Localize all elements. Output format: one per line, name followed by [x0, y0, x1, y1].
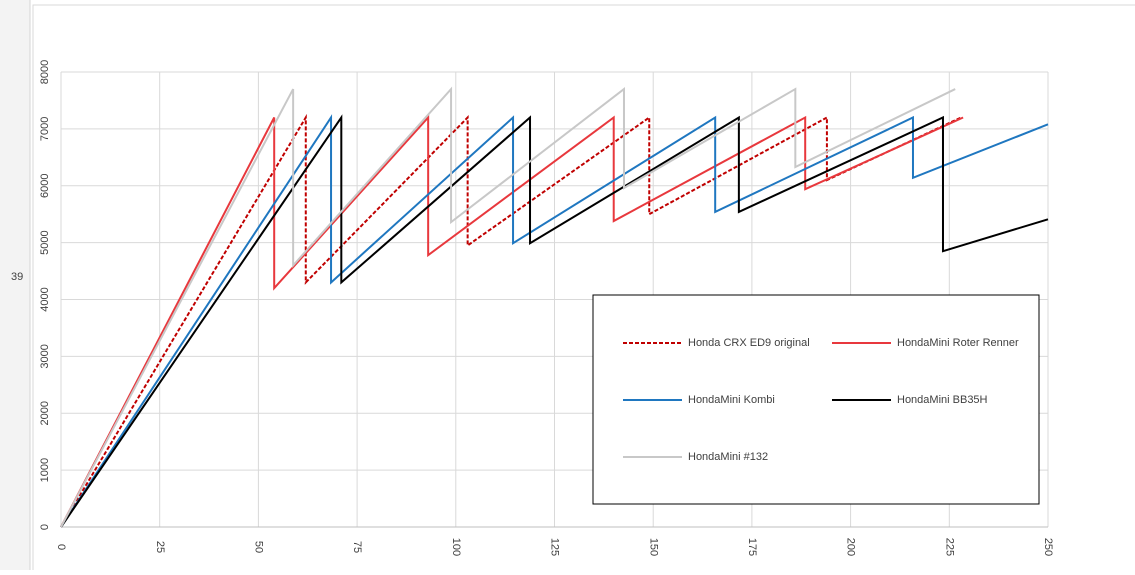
y-tick-label: 7000 — [39, 117, 51, 141]
legend-label: Honda CRX ED9 original — [688, 337, 810, 349]
x-tick-label: 125 — [549, 538, 561, 556]
x-tick-label: 175 — [746, 538, 758, 556]
series-line — [60, 113, 962, 528]
x-tick-label: 150 — [647, 538, 659, 556]
x-tick-label: 200 — [845, 538, 857, 556]
legend-label: HondaMini #132 — [688, 451, 768, 463]
x-tick-label: 225 — [943, 538, 955, 556]
y-tick-label: 3000 — [39, 344, 51, 368]
y-tick-label: 0 — [39, 524, 51, 530]
x-tick-label: 25 — [154, 541, 166, 553]
y-tick-label: 8000 — [39, 60, 51, 84]
x-tick-label: 50 — [252, 541, 264, 553]
y-tick-label: 4000 — [39, 287, 51, 311]
y-tick-label: 5000 — [39, 230, 51, 254]
row-number: 39 — [11, 271, 23, 283]
y-tick-label: 6000 — [39, 174, 51, 198]
series-line — [60, 114, 1049, 528]
x-tick-label: 75 — [351, 541, 363, 553]
legend-label: HondaMini Roter Renner — [897, 337, 1019, 349]
legend-label: HondaMini Kombi — [688, 394, 775, 406]
x-tick-label: 250 — [1042, 538, 1054, 556]
series-line — [60, 114, 1049, 528]
series-line — [60, 86, 956, 528]
y-tick-label: 2000 — [39, 401, 51, 425]
row-header-column — [0, 0, 30, 570]
x-tick-label: 0 — [55, 544, 67, 550]
plot: 0 1000 2000 3000 4000 5000 6000 7000 8000 0 25 50 75… — [39, 60, 1054, 556]
legend-label: HondaMini BB35H — [897, 394, 988, 406]
x-tick-label: 100 — [450, 538, 462, 556]
y-tick-label: 1000 — [39, 458, 51, 482]
